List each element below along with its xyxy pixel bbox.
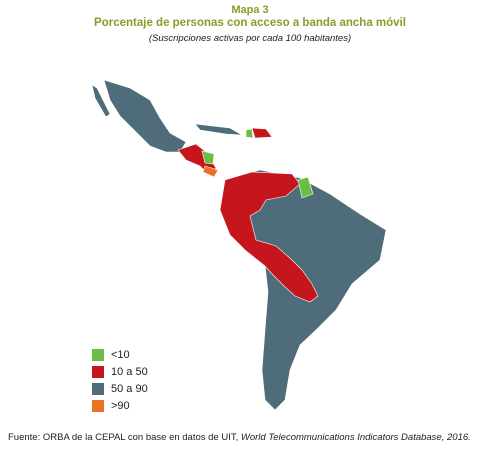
- source-note: Fuente: ORBA de la CEPAL con base en dat…: [8, 431, 488, 445]
- region: [201, 150, 215, 165]
- source-text: Fuente: ORBA de la CEPAL con base en dat…: [8, 432, 241, 443]
- region: [219, 171, 319, 303]
- region: [245, 128, 254, 139]
- legend-item: 50 a 90: [92, 380, 148, 397]
- source-italic: World Telecommunications Indicators Data…: [240, 432, 471, 443]
- map-title: Mapa 3: [231, 4, 269, 16]
- legend-item: 10 a 50: [92, 363, 148, 380]
- legend-swatch: [92, 382, 104, 395]
- legend-item: >90: [92, 397, 148, 414]
- legend-swatch: [92, 399, 104, 412]
- map-subtitle: Porcentaje de personas con acceso a band…: [94, 17, 406, 29]
- region: [103, 79, 187, 153]
- legend-item: <10: [92, 346, 148, 363]
- legend-swatch: [92, 348, 104, 361]
- legend-label: 10 a 50: [111, 365, 148, 378]
- region: [194, 123, 243, 136]
- legend-label: <10: [111, 348, 130, 361]
- map-note: (Suscripciones activas por cada 100 habi…: [148, 33, 352, 44]
- legend: <10 10 a 50 50 a 90 >90: [92, 346, 148, 414]
- region: [91, 84, 111, 118]
- region: [251, 127, 273, 139]
- region: [202, 165, 219, 178]
- legend-swatch: [92, 365, 104, 378]
- legend-label: >90: [111, 399, 130, 412]
- legend-label: 50 a 90: [111, 382, 148, 395]
- region: [297, 176, 314, 199]
